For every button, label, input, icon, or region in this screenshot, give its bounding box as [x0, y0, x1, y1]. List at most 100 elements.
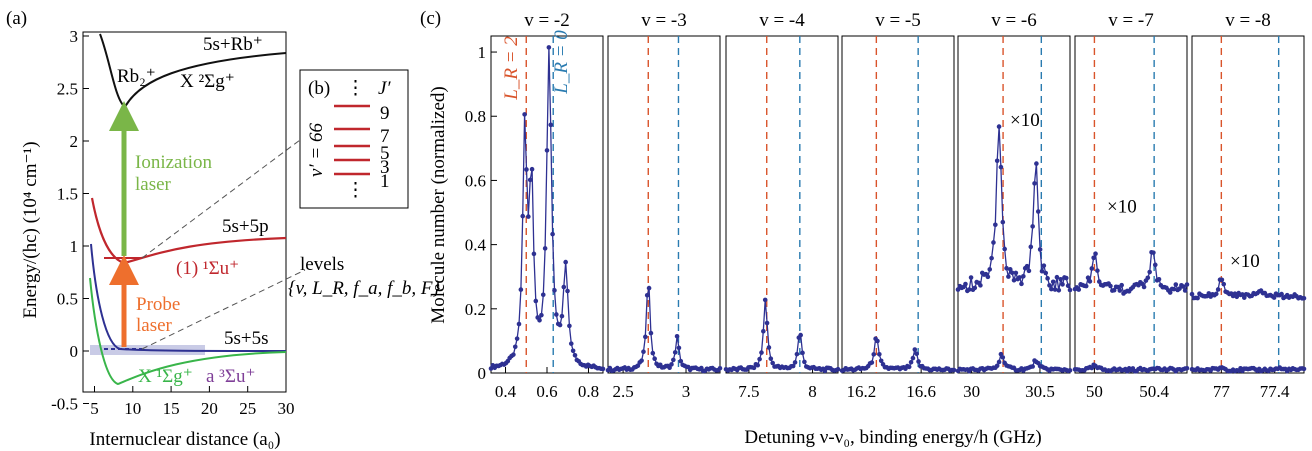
- data-point: [652, 356, 657, 362]
- scaled-point: [1301, 295, 1307, 301]
- subplot-6: v = -7 50 50.4 ×10: [1072, 10, 1190, 401]
- scale-label: ×10: [1230, 251, 1260, 272]
- data-point: [540, 292, 546, 298]
- data-point: [994, 363, 1000, 369]
- scaled-trace: [957, 126, 1071, 292]
- data-point: [527, 177, 533, 183]
- ground-triplet-curve: [89, 277, 287, 386]
- c-xtick-label: 77.4: [1260, 382, 1290, 401]
- data-point: [518, 287, 524, 292]
- data-point: [526, 214, 531, 219]
- a-ytick-label: 3: [70, 27, 79, 46]
- scaled-point: [1180, 284, 1186, 289]
- data-point: [751, 365, 757, 371]
- data-point: [761, 328, 766, 334]
- scaled-point: [1034, 161, 1039, 166]
- scaled-point: [1032, 181, 1037, 186]
- j-level-label: 5: [380, 143, 390, 164]
- data-point: [520, 213, 526, 219]
- scaled-point: [1037, 247, 1043, 252]
- scaled-point: [1141, 284, 1147, 290]
- scaled-point: [1145, 275, 1151, 281]
- c-xtick-label: 30: [963, 382, 980, 401]
- panel-c-xlabel: Detuning ν-ν₀, binding energy/h (GHz): [744, 427, 1041, 448]
- data-point: [550, 231, 555, 237]
- a-ytick-label: 1: [70, 237, 79, 256]
- ion-asymptote-label: 5s+Rb⁺: [203, 34, 263, 55]
- data-point: [516, 321, 522, 327]
- data-point: [552, 288, 557, 293]
- panel-c-yticks: 0 0.2 0.4 0.6 0.8 1: [465, 43, 497, 383]
- data-point: [643, 334, 648, 340]
- data-point: [641, 349, 646, 355]
- a-xtick-label: 20: [201, 399, 218, 418]
- scaled-point: [972, 285, 978, 291]
- j-level-label: 7: [380, 126, 390, 147]
- scaled-point: [987, 267, 993, 272]
- subplot-title: v = -4: [759, 10, 805, 31]
- data-point: [644, 292, 650, 298]
- scale-label: ×10: [1107, 197, 1137, 218]
- panel-a-label: (a): [6, 8, 27, 29]
- a-ytick-label: -0.5: [51, 395, 78, 414]
- s-asymptote-label: 5s+5s: [224, 328, 269, 349]
- panel-b-frame: [299, 69, 409, 209]
- data-point: [572, 353, 578, 358]
- scaled-point: [1221, 281, 1227, 287]
- scaled-point: [993, 222, 998, 228]
- data-point: [1067, 368, 1073, 373]
- scaled-point: [1173, 282, 1179, 287]
- subplot-frame: [957, 35, 1071, 374]
- scaled-point: [955, 287, 961, 292]
- scaled-point: [1052, 287, 1058, 292]
- lr2-label: L_R = 2: [501, 36, 522, 101]
- panel-c-subplots: v = -20.4 0.6 0.8v = -32.5 3v = -47.5 8v = -…: [488, 10, 1307, 401]
- scaled-point: [985, 274, 991, 280]
- data-point: [951, 367, 957, 373]
- data-point: [802, 359, 807, 365]
- levels-title: levels: [300, 254, 344, 275]
- c-xtick-label: 50.4: [1139, 382, 1169, 401]
- subplot-title: v = -3: [641, 10, 687, 31]
- ionization-label-1: Ionization: [135, 152, 213, 173]
- j-level-label: 9: [380, 103, 390, 124]
- scaled-point: [1007, 267, 1013, 272]
- data-point: [770, 360, 775, 366]
- scaled-point: [1065, 283, 1071, 289]
- a-xtick-label: 30: [278, 399, 295, 418]
- data-point: [567, 323, 572, 329]
- scaled-point: [1049, 286, 1054, 292]
- data-point: [672, 350, 678, 355]
- data-point: [755, 362, 761, 368]
- scaled-point: [1111, 287, 1117, 293]
- a-xtick-label: 15: [163, 399, 180, 418]
- data-point: [678, 358, 684, 364]
- subplot-4: v = -5 16.2 16.6: [839, 10, 957, 401]
- scaled-point: [1152, 262, 1158, 268]
- subplot-frame: [607, 35, 721, 374]
- scaled-point: [1000, 219, 1006, 225]
- zoom-line-levels: [141, 269, 306, 350]
- data-point: [916, 359, 921, 364]
- scaled-point: [1189, 291, 1195, 297]
- data-point: [757, 356, 762, 362]
- a-ytick-label: 0.5: [57, 290, 78, 309]
- scaled-point: [1035, 209, 1041, 214]
- subplot-title: v = -6: [991, 10, 1037, 31]
- panel-b-label: (b): [308, 78, 330, 99]
- scaled-point: [1089, 266, 1095, 271]
- data-point: [877, 352, 882, 357]
- zoom-line-b: [141, 139, 301, 259]
- scaled-point: [1056, 287, 1062, 293]
- panel-c: (c) Molecule number (normalized) Detunin…: [420, 8, 1307, 448]
- data-point: [759, 350, 764, 355]
- panel-a-frame: [82, 31, 287, 393]
- data-point: [522, 112, 527, 117]
- data-point: [561, 284, 567, 290]
- data-point: [835, 366, 841, 372]
- c-ytick-label: 0.2: [465, 300, 486, 319]
- scaled-point: [1063, 275, 1069, 281]
